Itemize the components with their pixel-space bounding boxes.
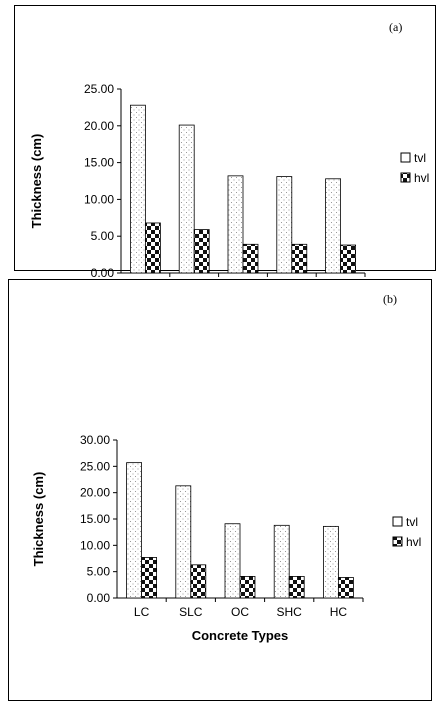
x-tick-label: OC bbox=[231, 605, 249, 619]
y-tick-label: 30.00 bbox=[80, 433, 110, 447]
x-tick-label: SLC bbox=[179, 605, 203, 619]
bar-hvl-hc bbox=[340, 244, 357, 274]
y-tick-label: 0.00 bbox=[87, 591, 111, 605]
y-tick-label: 10.00 bbox=[84, 192, 114, 206]
legend-label-hvl: hvl bbox=[414, 171, 429, 185]
panel-label: (b) bbox=[383, 292, 397, 306]
bar-hvl-slc bbox=[190, 564, 207, 599]
bar-hvl-hc bbox=[337, 577, 354, 599]
y-tick-label: 15.00 bbox=[80, 512, 110, 526]
legend-swatch-hvl bbox=[400, 172, 411, 183]
legend-swatch-hvl bbox=[392, 536, 403, 547]
bar-hvl-oc bbox=[239, 576, 256, 599]
y-tick-label: 25.00 bbox=[84, 82, 114, 96]
y-tick-label: 0.00 bbox=[91, 266, 115, 280]
bar-tvl-lc bbox=[130, 104, 146, 274]
bar-tvl-slc bbox=[178, 124, 195, 274]
y-axis-label: Thickness (cm) bbox=[31, 472, 46, 567]
legend-label-tvl: tvl bbox=[406, 515, 418, 529]
x-tick-label: SHC bbox=[277, 605, 303, 619]
bar-tvl-hc bbox=[322, 525, 339, 599]
y-tick-label: 20.00 bbox=[80, 486, 110, 500]
y-tick-label: 5.00 bbox=[87, 565, 111, 579]
bar-tvl-shc bbox=[273, 524, 290, 599]
legend-label-tvl: tvl bbox=[414, 151, 426, 165]
x-tick-label: LC bbox=[134, 605, 150, 619]
bar-tvl-slc bbox=[175, 485, 192, 599]
chart-panel-b: (b) 0.00 5.00 10.00 15.00 20.00 25.00 30.00 LC S… bbox=[8, 279, 432, 701]
bar-hvl-shc bbox=[288, 576, 305, 599]
y-axis-label: Thickness (cm) bbox=[29, 134, 44, 229]
bar-hvl-slc bbox=[193, 229, 210, 274]
legend-label-hvl: hvl bbox=[406, 535, 421, 549]
bar-hvl-lc bbox=[141, 557, 158, 599]
bar-tvl-hc bbox=[325, 178, 342, 274]
legend-swatch-tvl bbox=[392, 516, 403, 527]
bar-hvl-lc bbox=[144, 222, 161, 274]
bar-hvl-shc bbox=[291, 243, 308, 274]
chart-svg-b: 0.00 5.00 10.00 15.00 20.00 25.00 30.00 LC SLC OC… bbox=[31, 433, 421, 643]
y-tick-label: 15.00 bbox=[84, 156, 114, 170]
bar-tvl-oc bbox=[227, 175, 244, 274]
y-tick-label: 20.00 bbox=[84, 119, 114, 133]
bar-tvl-lc bbox=[126, 462, 142, 599]
legend-swatch-tvl bbox=[400, 152, 411, 163]
y-tick-label: 5.00 bbox=[91, 229, 115, 243]
chart-svg-a: 0.005.0010.0015.0020.0025.00LCSLCOCSHCHC… bbox=[29, 82, 429, 318]
panel-label: (a) bbox=[389, 20, 403, 34]
chart-panel-a: (a) 0.005.0010.0015.0020.0025.00LCSLCOCS… bbox=[14, 5, 436, 318]
x-tick-label: HC bbox=[330, 605, 348, 619]
bar-tvl-oc bbox=[224, 523, 241, 599]
y-tick-label: 25.00 bbox=[80, 459, 110, 473]
bar-tvl-shc bbox=[276, 176, 293, 274]
y-tick-label: 10.00 bbox=[80, 538, 110, 552]
bar-hvl-oc bbox=[242, 243, 259, 274]
x-axis-label: Concrete Types bbox=[192, 628, 289, 643]
